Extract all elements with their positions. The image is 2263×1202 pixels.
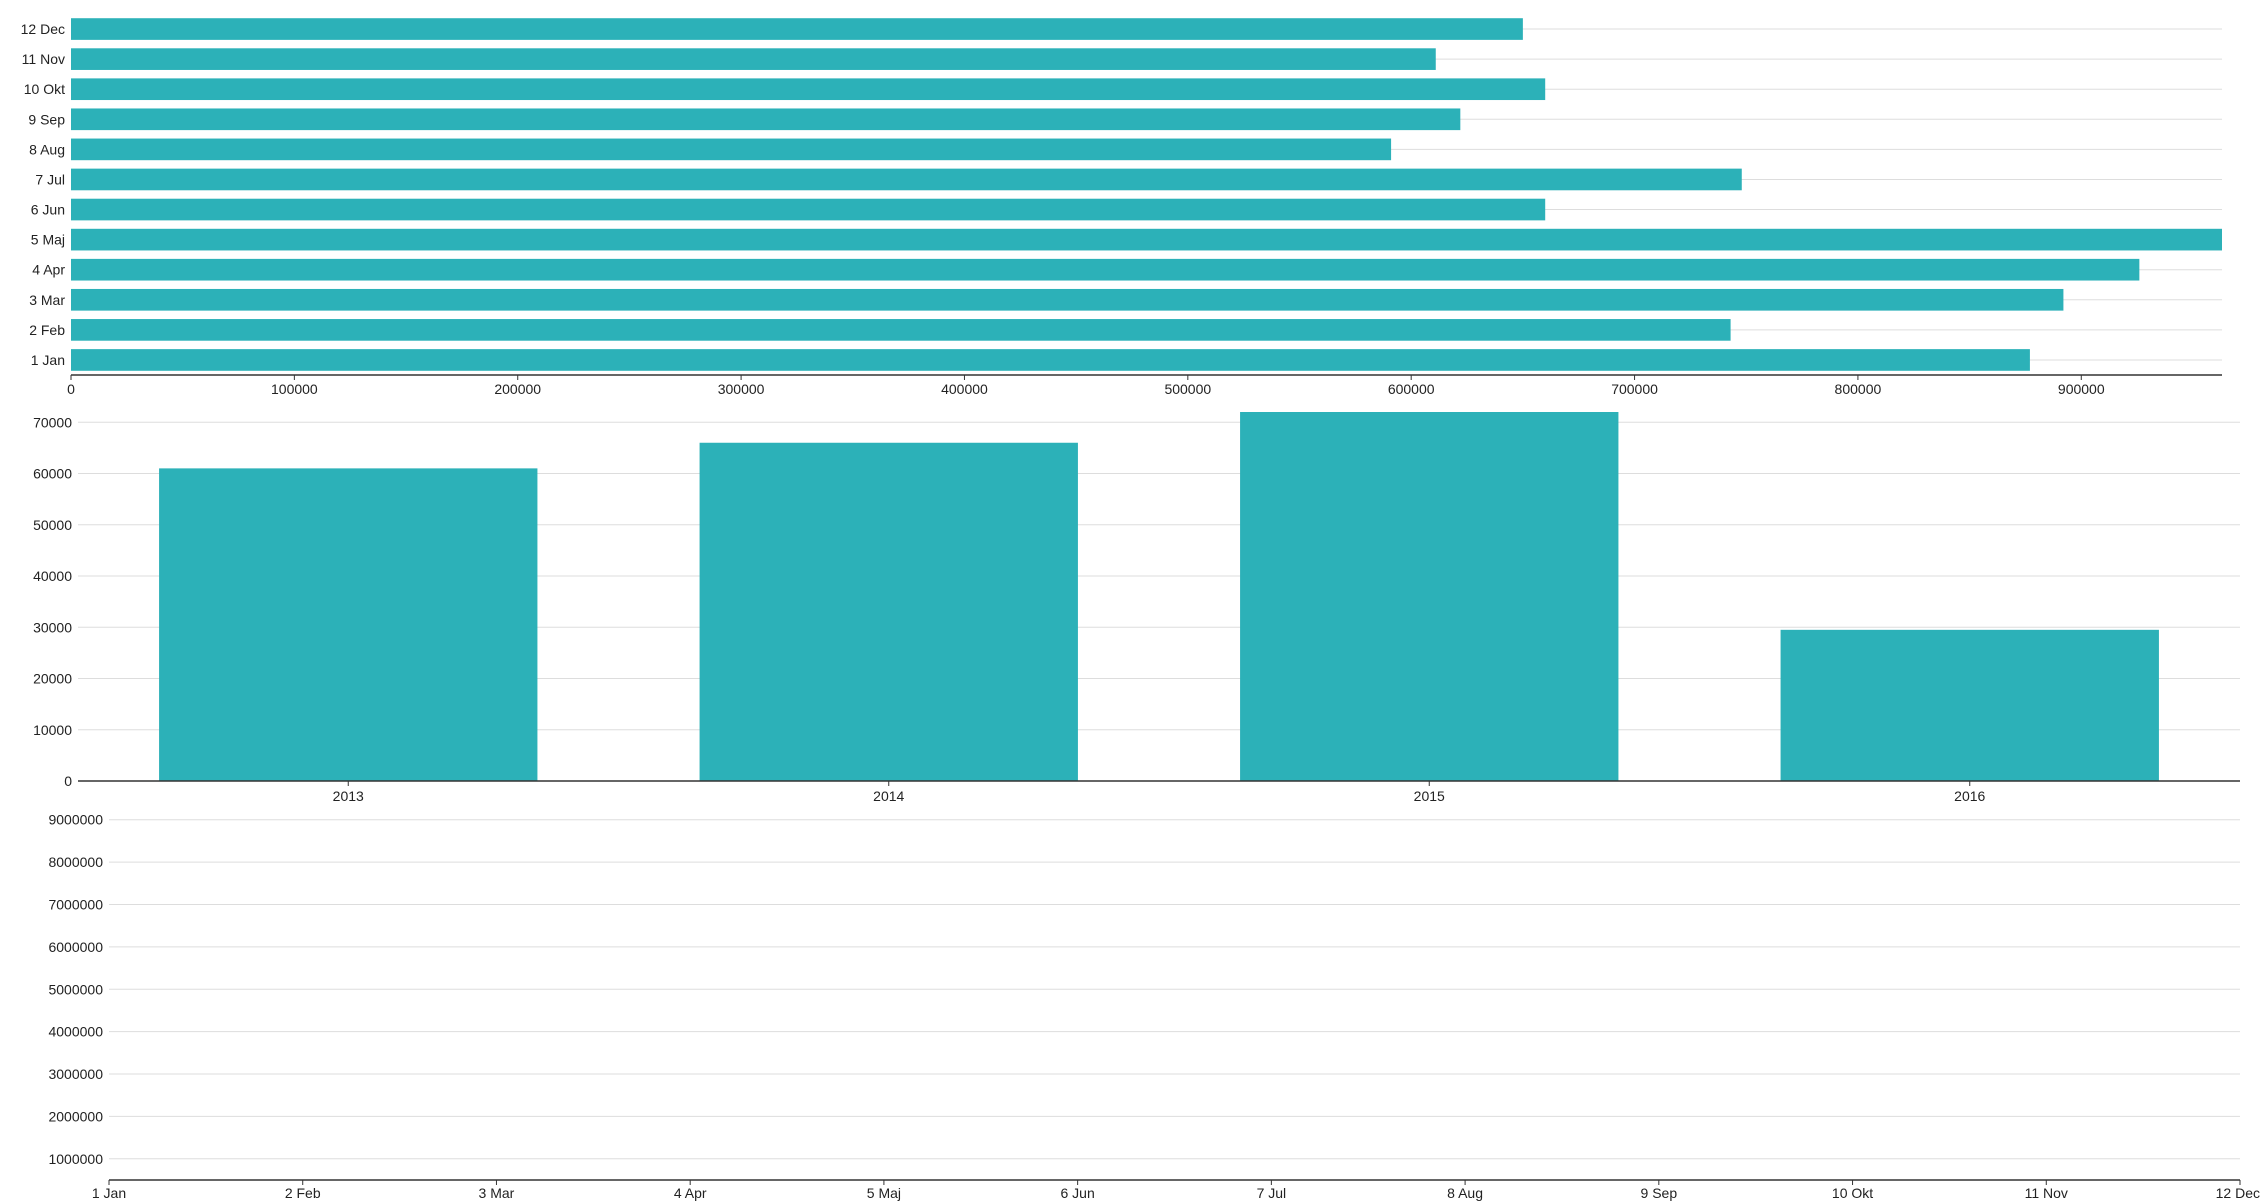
x-tick-label: 1 Jan xyxy=(92,1185,126,1201)
y-tick-label: 1000000 xyxy=(48,1151,103,1167)
bar xyxy=(71,349,2030,371)
y-tick-label: 4000000 xyxy=(48,1024,103,1040)
x-tick-label: 10 Okt xyxy=(1832,1185,1873,1201)
x-tick-label: 100000 xyxy=(271,381,318,397)
x-tick-label: 0 xyxy=(67,381,75,397)
bar xyxy=(71,18,1523,40)
bar xyxy=(71,138,1392,161)
x-tick-label: 9 Sep xyxy=(1641,1185,1678,1201)
bar xyxy=(1240,412,1619,781)
bar xyxy=(71,198,1546,221)
category-label: 6 Jun xyxy=(31,202,65,218)
y-tick-label: 20000 xyxy=(33,671,72,687)
monthly-line-chart: 1000000 2000000 3000000 4000000 5000000 60000… xyxy=(48,812,2260,1201)
x-tick-label: 700000 xyxy=(1611,381,1658,397)
category-label: 11 Nov xyxy=(22,51,65,67)
category-label: 12 Dec xyxy=(21,21,65,37)
y-tick-label: 70000 xyxy=(33,414,72,430)
bar xyxy=(71,288,2064,311)
x-tick-label: 5 Maj xyxy=(867,1185,901,1201)
category-label: 2 Feb xyxy=(29,322,65,338)
x-tick-label: 11 Nov xyxy=(2025,1185,2068,1201)
category-label: 8 Aug xyxy=(29,141,65,157)
y-tick-label: 10000 xyxy=(33,722,72,738)
bar xyxy=(1780,629,2159,781)
y-tick-label: 50000 xyxy=(33,517,72,533)
category-label: 2013 xyxy=(333,788,364,804)
y-tick-label: 6000000 xyxy=(48,939,103,955)
bar xyxy=(71,258,2140,281)
x-tick-label: 500000 xyxy=(1164,381,1211,397)
bar xyxy=(71,228,2222,251)
x-tick-label: 6 Jun xyxy=(1061,1185,1095,1201)
category-label: 1 Jan xyxy=(31,352,65,368)
category-label: 2014 xyxy=(873,788,904,804)
category-label: 7 Jul xyxy=(35,171,65,187)
category-label: 5 Maj xyxy=(31,232,65,248)
x-tick-label: 200000 xyxy=(494,381,541,397)
x-tick-label: 800000 xyxy=(1835,381,1882,397)
y-tick-label: 60000 xyxy=(33,466,72,482)
category-label: 3 Mar xyxy=(29,292,65,308)
bar xyxy=(699,442,1078,781)
yearly-bar-chart: 0 10000 20000 30000 40000 50000 60000 70000 2013… xyxy=(33,412,2240,804)
x-tick-label: 300000 xyxy=(718,381,765,397)
category-label: 9 Sep xyxy=(28,111,65,127)
y-tick-label: 30000 xyxy=(33,619,72,635)
category-label: 4 Apr xyxy=(32,262,65,278)
x-tick-label: 900000 xyxy=(2058,381,2105,397)
x-tick-label: 2 Feb xyxy=(285,1185,321,1201)
category-label: 2015 xyxy=(1414,788,1445,804)
x-tick-label: 600000 xyxy=(1388,381,1435,397)
x-tick-label: 400000 xyxy=(941,381,988,397)
category-label: 10 Okt xyxy=(24,81,65,97)
y-tick-label: 7000000 xyxy=(48,896,103,912)
bar xyxy=(71,108,1461,131)
x-tick-label: 4 Apr xyxy=(674,1185,707,1201)
y-tick-label: 9000000 xyxy=(48,812,103,828)
bar xyxy=(71,48,1436,70)
bar xyxy=(71,319,1731,341)
bar xyxy=(71,78,1546,101)
x-tick-label: 3 Mar xyxy=(479,1185,515,1201)
y-tick-label: 5000000 xyxy=(48,981,103,997)
y-tick-label: 0 xyxy=(64,773,72,789)
category-label: 2016 xyxy=(1954,788,1985,804)
bar xyxy=(71,168,1742,191)
x-tick-label: 8 Aug xyxy=(1447,1185,1483,1201)
x-tick-label: 12 Dec xyxy=(2216,1185,2260,1201)
y-tick-label: 8000000 xyxy=(48,854,103,870)
x-tick-label: 7 Jul xyxy=(1257,1185,1287,1201)
y-tick-label: 3000000 xyxy=(48,1066,103,1082)
y-tick-label: 40000 xyxy=(33,568,72,584)
bar xyxy=(159,468,538,781)
monthly-horizontal-bar-chart: 1 Jan 2 Feb 3 Mar 4 Apr 5 Maj 6 Jun 7 Jul 8 Aug… xyxy=(21,18,2222,397)
y-tick-label: 2000000 xyxy=(48,1108,103,1124)
